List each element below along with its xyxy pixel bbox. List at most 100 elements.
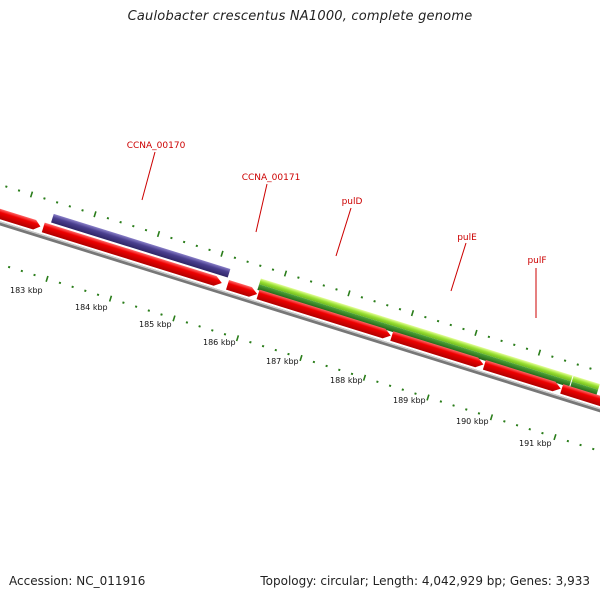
minor-tick	[119, 220, 122, 224]
green-feature-upper[interactable]	[259, 278, 600, 390]
major-tick	[426, 394, 430, 401]
minor-tick	[528, 427, 532, 431]
major-tick	[553, 433, 557, 441]
minor-tick	[122, 301, 125, 304]
minor-tick	[388, 384, 392, 387]
gene-label-group-pulE[interactable]: pulE	[450, 233, 477, 292]
major-tick	[93, 211, 97, 218]
inner-tick-row	[7, 265, 595, 451]
scale-label: 187 kbp	[266, 357, 299, 366]
minor-tick	[487, 335, 491, 339]
minor-tick	[424, 315, 427, 319]
minor-tick	[81, 209, 84, 212]
purple-feature[interactable]	[51, 213, 231, 278]
cds-arrow[interactable]	[560, 384, 600, 423]
scale-label: 185 kbp	[139, 320, 172, 329]
gene-label-pulF[interactable]: pulF	[527, 256, 546, 266]
minor-tick	[338, 368, 341, 372]
minor-tick	[160, 313, 163, 316]
minor-tick	[566, 439, 570, 443]
scale-label: 188 kbp	[330, 376, 363, 385]
gene-label-ccna-00170[interactable]: CCNA_00170	[127, 141, 186, 151]
minor-tick	[84, 289, 87, 293]
minor-tick	[132, 224, 135, 228]
minor-tick	[452, 404, 455, 407]
leader-line	[255, 183, 268, 233]
minor-tick	[513, 343, 516, 347]
minor-tick	[58, 281, 62, 285]
minor-tick	[439, 400, 443, 403]
minor-tick	[309, 280, 313, 283]
gene-label-group-ccna-00170[interactable]: CCNA_00170	[127, 141, 186, 201]
major-tick	[537, 349, 542, 356]
major-tick	[299, 354, 303, 362]
major-tick	[29, 191, 34, 198]
minor-tick	[233, 256, 237, 260]
minor-tick	[96, 293, 100, 297]
gene-label-group-pulF[interactable]: pulF	[527, 256, 547, 318]
gene-label-pulD[interactable]: pulD	[342, 197, 363, 207]
minor-tick	[401, 388, 405, 391]
major-tick	[489, 414, 494, 421]
minor-tick	[376, 380, 379, 384]
major-tick	[45, 275, 49, 282]
scale-label: 184 kbp	[75, 303, 108, 312]
minor-tick	[68, 205, 72, 208]
scale-label: 186 kbp	[203, 338, 236, 347]
cds-arrow-pulE[interactable]	[390, 331, 485, 369]
minor-tick	[398, 307, 402, 311]
minor-tick	[144, 228, 148, 232]
cds-arrow[interactable]	[0, 197, 42, 231]
minor-tick	[386, 303, 389, 307]
minor-tick	[259, 264, 262, 267]
major-tick	[410, 309, 415, 317]
cds-arrow-pulD[interactable]	[256, 289, 393, 341]
minor-tick	[525, 347, 529, 351]
minor-tick	[5, 185, 8, 188]
minor-tick	[55, 201, 59, 204]
minor-tick	[465, 408, 468, 411]
major-tick	[235, 335, 240, 342]
minor-tick	[297, 276, 300, 279]
minor-tick	[106, 216, 110, 220]
minor-tick	[208, 248, 211, 252]
leader-line	[450, 242, 467, 292]
gene-label-ccna-00171[interactable]: CCNA_00171	[242, 173, 301, 183]
minor-tick	[551, 355, 554, 358]
map-title: Caulobacter crescentus NA1000, complete …	[127, 9, 473, 24]
major-tick	[347, 290, 351, 297]
minor-tick	[477, 412, 481, 415]
minor-tick	[322, 284, 326, 287]
cds-arrow-pulF[interactable]	[482, 360, 562, 393]
genome-backbone-highlight	[0, 208, 600, 425]
minor-tick	[170, 236, 173, 240]
minor-tick	[134, 305, 138, 308]
minor-tick	[7, 265, 11, 269]
minor-tick	[515, 424, 519, 427]
minor-tick	[17, 189, 21, 192]
minor-tick	[274, 348, 278, 352]
minor-tick	[287, 352, 290, 356]
major-tick	[220, 250, 224, 257]
minor-tick	[335, 288, 338, 291]
minor-tick	[43, 197, 46, 200]
scale-label: 190 kbp	[456, 417, 489, 426]
minor-tick	[576, 363, 580, 366]
minor-tick	[462, 327, 465, 331]
gene-label-group-ccna-00171[interactable]: CCNA_00171	[242, 173, 301, 233]
cds-arrow[interactable]	[41, 222, 224, 288]
minor-tick	[591, 447, 595, 451]
gene-label-group-pulD[interactable]: pulD	[335, 197, 363, 257]
minor-tick	[223, 333, 227, 336]
green-feature-divider	[569, 375, 574, 388]
leader-line	[335, 207, 352, 257]
major-tick	[172, 315, 176, 322]
minor-tick	[147, 309, 151, 312]
minor-tick	[195, 244, 199, 248]
minor-tick	[589, 367, 592, 370]
accession-text: Accession: NC_011916	[9, 574, 146, 588]
cds-arrow[interactable]	[226, 280, 259, 299]
green-feature-lower[interactable]	[257, 284, 599, 396]
gene-label-pulE[interactable]: pulE	[457, 233, 477, 243]
scale-label: 183 kbp	[10, 286, 43, 295]
